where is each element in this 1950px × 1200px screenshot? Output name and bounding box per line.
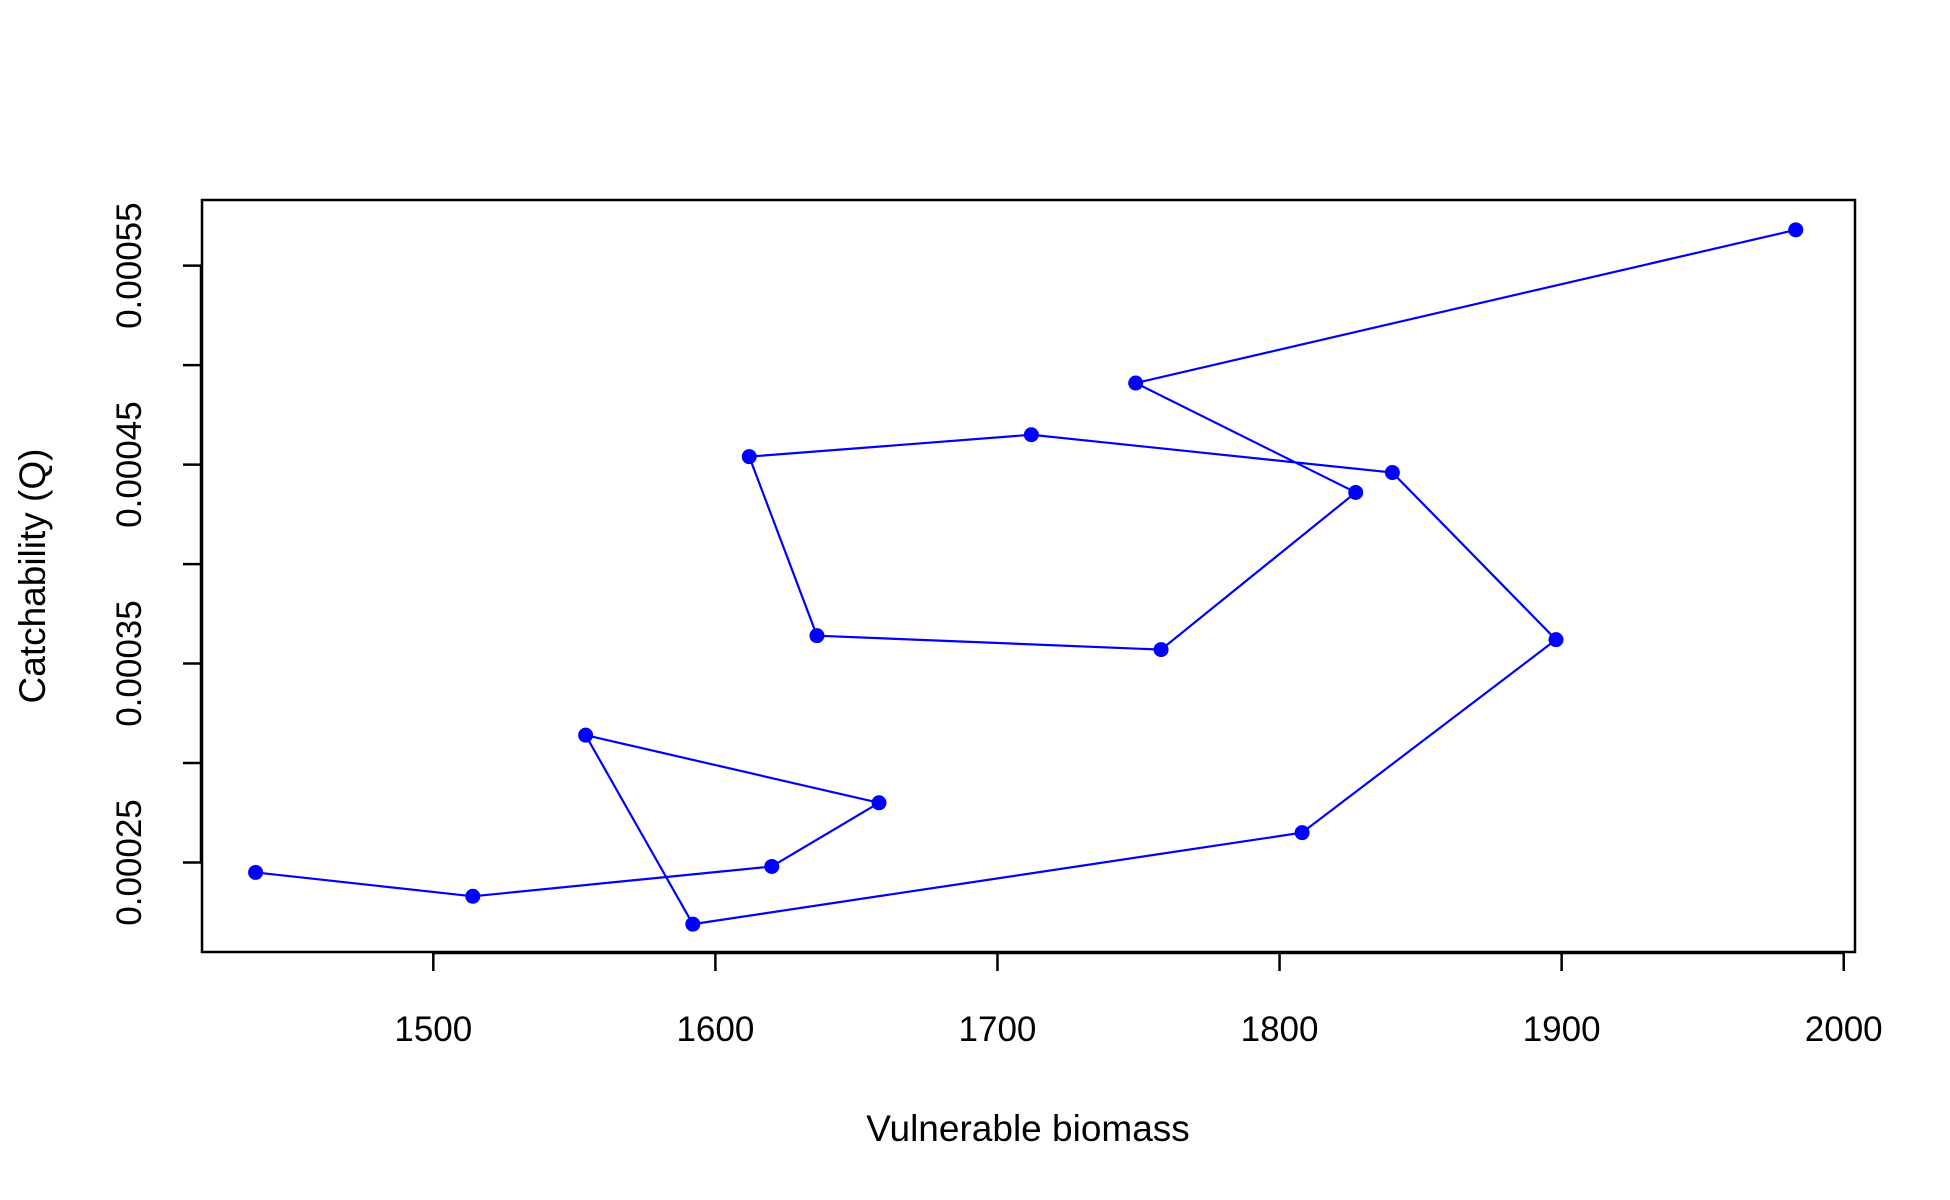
data-point (1153, 642, 1169, 658)
x-axis: 1500 1600 1700 1800 1900 2000 (394, 951, 1883, 1049)
data-point (1788, 222, 1804, 238)
y-tick-label: 0.00045 (110, 401, 149, 528)
x-tick-label: 1600 (676, 1010, 754, 1049)
data-point (1348, 484, 1364, 500)
data-point (1023, 427, 1039, 443)
x-axis-label: Vulnerable biomass (866, 1108, 1190, 1149)
plot-frame (200, 198, 1857, 954)
x-tick-label: 1800 (1241, 1010, 1319, 1049)
data-point (809, 628, 825, 644)
data-point (1548, 632, 1564, 648)
data-point (465, 888, 481, 904)
x-tick-label: 1500 (394, 1010, 472, 1049)
y-axis-label: Catchability (Q) (12, 449, 53, 704)
data-point (1384, 465, 1400, 481)
data-point (685, 916, 701, 932)
data-point (1294, 825, 1310, 841)
x-tick-label: 2000 (1805, 1010, 1883, 1049)
y-tick-label: 0.00025 (110, 799, 149, 926)
data-point (871, 795, 887, 811)
series-line (255, 228, 1797, 926)
data-point (248, 864, 264, 880)
y-tick-label: 0.00055 (110, 202, 149, 329)
data-point (578, 727, 594, 743)
x-tick-label: 1700 (959, 1010, 1037, 1049)
series-layer (248, 222, 1804, 932)
data-point (764, 858, 780, 874)
data-point (741, 449, 757, 465)
y-tick-label: 0.00035 (110, 600, 149, 727)
y-axis: 0.00025 0.00035 0.00045 0.00055 (110, 202, 203, 926)
data-point (1128, 375, 1144, 391)
x-tick-label: 1900 (1523, 1010, 1601, 1049)
